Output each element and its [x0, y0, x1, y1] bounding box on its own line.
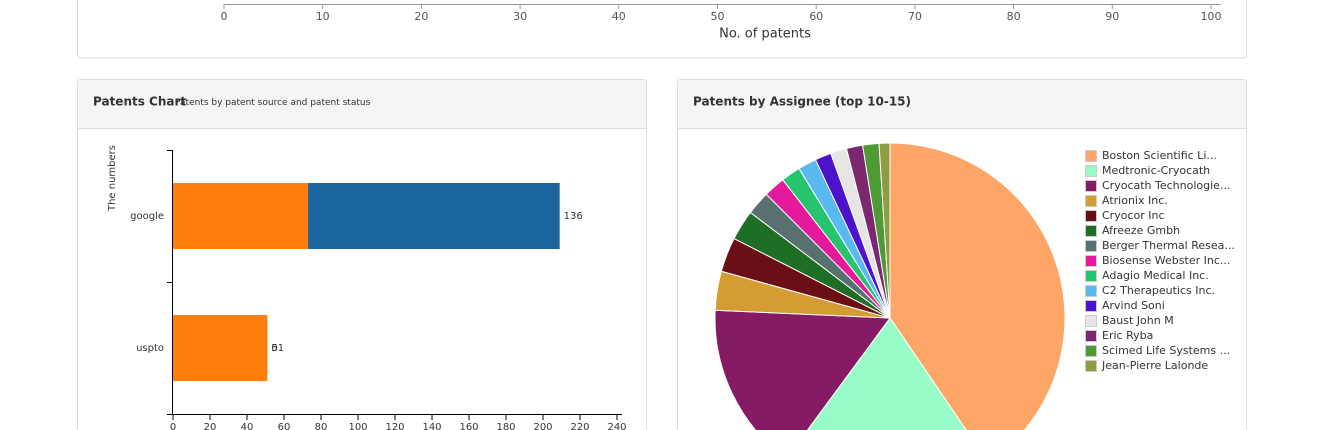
x-tick-label: 20 [204, 422, 217, 430]
legend-swatch [1085, 150, 1097, 162]
legend-label: Berger Thermal Resea... [1102, 239, 1235, 252]
x-tick-label: 0 [170, 422, 176, 430]
legend-label: Baust John M [1102, 314, 1174, 327]
y-tick-label: uspto [136, 343, 164, 354]
legend-swatch [1085, 285, 1097, 297]
top-panel [77, 0, 1247, 59]
legend-swatch [1085, 345, 1097, 357]
legend-swatch [1085, 330, 1097, 342]
x-tick-label: 200 [533, 422, 552, 430]
right-panel-header [678, 80, 1246, 128]
x-tick-label: 40 [612, 10, 626, 23]
left-panel [77, 79, 647, 430]
legend-label: Atrionix Inc. [1102, 194, 1168, 207]
x-tick-label: 10 [316, 10, 330, 23]
legend-swatch [1085, 270, 1097, 282]
legend-swatch [1085, 300, 1097, 312]
legend-label: Scimed Life Systems ... [1102, 344, 1230, 357]
legend-swatch [1085, 255, 1097, 267]
legend-label: Biosense Webster Inc... [1102, 254, 1230, 267]
x-tick-label: 50 [711, 10, 725, 23]
value-label: 0 [271, 343, 277, 354]
x-tick-label: 220 [570, 422, 589, 430]
value-label: 51 [271, 343, 284, 354]
x-tick-label: 20 [414, 10, 428, 23]
x-tick-label: 80 [315, 422, 328, 430]
x-tick-label: 60 [278, 422, 291, 430]
legend-label: Cryocath Technologie... [1102, 179, 1230, 192]
bar [173, 183, 309, 249]
x-tick-label: 100 [348, 422, 367, 430]
legend-swatch [1085, 210, 1097, 222]
legend-label: C2 Therapeutics Inc. [1102, 284, 1215, 297]
y-axis-label: The numbers [107, 145, 118, 212]
legend-label: Afreeze Gmbh [1102, 224, 1180, 237]
legend-swatch [1085, 315, 1097, 327]
legend-swatch [1085, 360, 1097, 372]
x-tick-label: 30 [513, 10, 527, 23]
legend-swatch [1085, 195, 1097, 207]
pie-slice [878, 142, 891, 319]
x-axis-label: No. of patents [719, 27, 811, 42]
value-label: 136 [564, 211, 583, 222]
legend-label: Boston Scientific Li... [1102, 149, 1217, 162]
panel-title: Patents Chart [93, 95, 186, 109]
x-tick-label: 70 [908, 10, 922, 23]
legend-label: Arvind Soni [1102, 299, 1165, 312]
bar [308, 183, 560, 249]
x-tick-label: 160 [459, 422, 478, 430]
legend-label: Eric Ryba [1102, 329, 1153, 342]
x-tick-label: 80 [1007, 10, 1021, 23]
x-tick-label: 140 [422, 422, 441, 430]
legend-swatch [1085, 225, 1097, 237]
x-tick-label: 90 [1105, 10, 1119, 23]
x-tick-label: 0 [221, 10, 228, 23]
legend-label: Adagio Medical Inc. [1102, 269, 1209, 282]
x-tick-label: 100 [1201, 10, 1222, 23]
x-tick-label: 180 [496, 422, 515, 430]
pie-slice [889, 142, 1066, 430]
legend-label: Jean-Pierre Lalonde [1101, 359, 1208, 372]
panel-title: Patents by Assignee (top 10-15) [693, 95, 911, 109]
legend-swatch [1085, 165, 1097, 177]
legend-label: Medtronic-Cryocath [1102, 164, 1210, 177]
x-tick-label: 120 [385, 422, 404, 430]
y-tick-label: google [130, 211, 164, 222]
pie-slice [714, 309, 891, 430]
panel-subtitle: Patents by patent source and patent stat… [175, 98, 371, 108]
legend-swatch [1085, 240, 1097, 252]
bar [173, 315, 268, 381]
x-tick-label: 40 [241, 422, 254, 430]
x-tick-label: 240 [607, 422, 626, 430]
left-panel-header [78, 80, 646, 128]
legend-swatch [1085, 180, 1097, 192]
x-tick-label: 60 [809, 10, 823, 23]
pie-slice [806, 317, 967, 430]
legend-label: Cryocor Inc [1102, 209, 1165, 222]
